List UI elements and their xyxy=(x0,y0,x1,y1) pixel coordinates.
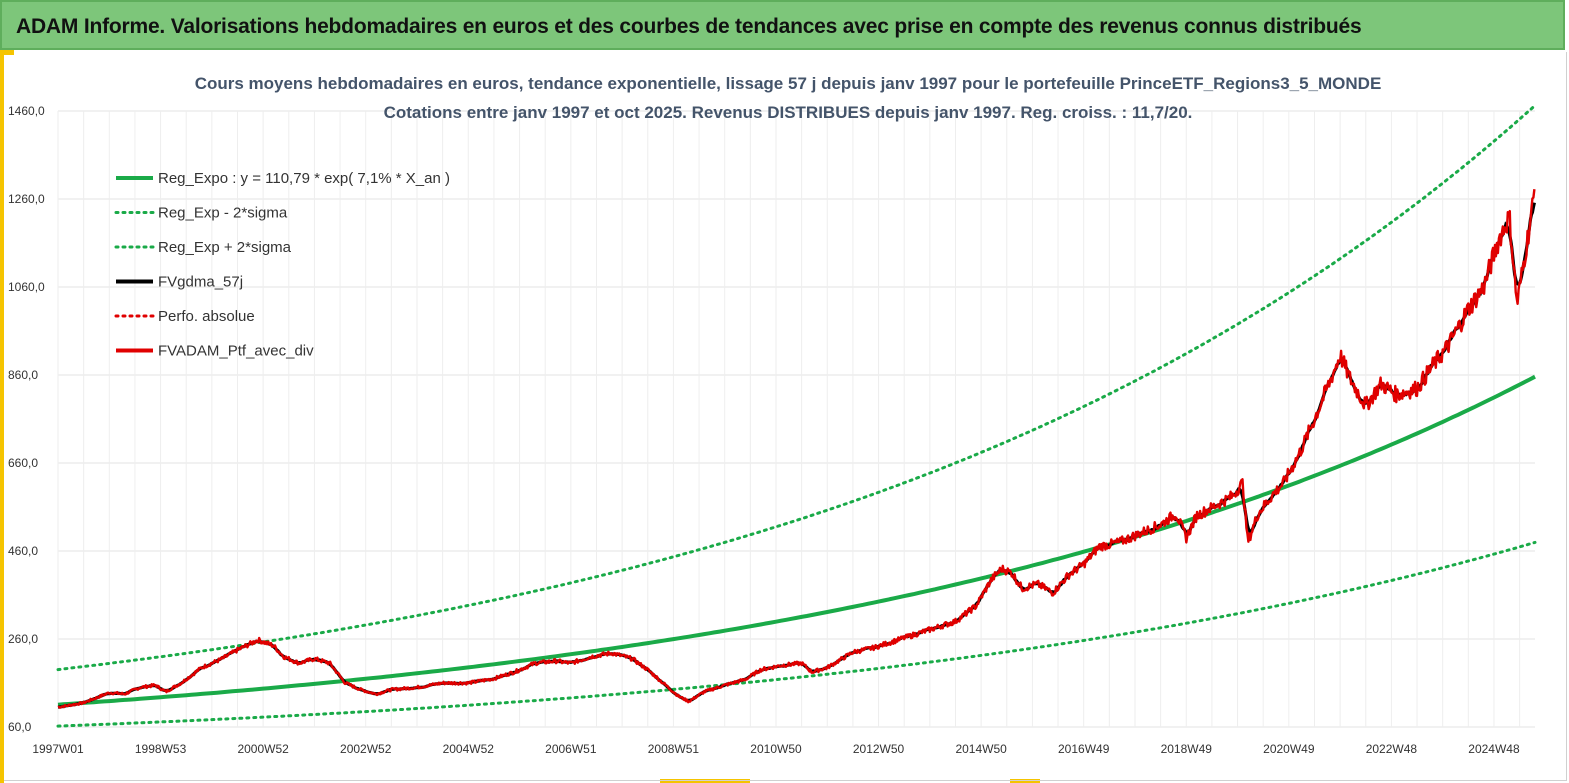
x-tick-label: 1998W53 xyxy=(135,742,187,756)
series-lower-band xyxy=(56,540,1537,728)
series-group xyxy=(56,104,1537,728)
x-tick-label: 2018W49 xyxy=(1161,742,1213,756)
legend-label: Reg_Expo : y = 110,79 * exp( 7,1% * X_an… xyxy=(158,170,450,187)
legend-label: FVADAM_Ptf_avec_div xyxy=(158,343,314,360)
chart-subtitle: Cotations entre janv 1997 et oct 2025. R… xyxy=(384,103,1193,122)
legend-label: FVgdma_57j xyxy=(158,274,243,291)
x-tick-label: 2014W50 xyxy=(955,742,1007,756)
y-tick-label: 1260,0 xyxy=(8,192,45,206)
header-bar: ADAM Informe. Valorisations hebdomadaire… xyxy=(0,0,1565,50)
x-tick-label: 2006W51 xyxy=(545,742,597,756)
x-tick-label: 2016W49 xyxy=(1058,742,1110,756)
series-regression xyxy=(57,374,1536,707)
series-smoothed xyxy=(57,202,1536,709)
series-price xyxy=(57,189,1536,709)
accent-bar-left xyxy=(0,50,4,783)
y-tick-label: 60,0 xyxy=(8,720,32,734)
y-axis: 60,0 260,0 460,0 660,0 860,0 1060,0 1260,0 1460… xyxy=(8,104,45,734)
x-tick-label: 2020W49 xyxy=(1263,742,1315,756)
y-tick-label: 660,0 xyxy=(8,456,38,470)
legend-label: Perfo. absolue xyxy=(158,308,255,325)
y-tick-label: 860,0 xyxy=(8,368,38,382)
y-tick-label: 1460,0 xyxy=(8,104,45,118)
x-tick-label: 2022W48 xyxy=(1366,742,1418,756)
x-tick-label: 2024W48 xyxy=(1468,742,1520,756)
x-tick-label: 2008W51 xyxy=(648,742,700,756)
grid xyxy=(57,110,1535,728)
x-tick-label: 2010W50 xyxy=(750,742,802,756)
x-tick-label: 2002W52 xyxy=(340,742,392,756)
legend: Reg_Expo : y = 110,79 * exp( 7,1% * X_an… xyxy=(114,170,450,360)
x-tick-label: 2012W50 xyxy=(853,742,905,756)
chart-title: Cours moyens hebdomadaires en euros, ten… xyxy=(195,74,1382,93)
x-tick-label: 1997W01 xyxy=(32,742,84,756)
y-tick-label: 260,0 xyxy=(8,632,38,646)
header-title: ADAM Informe. Valorisations hebdomadaire… xyxy=(16,15,1362,38)
chart-frame xyxy=(4,52,1567,781)
x-tick-label: 2000W52 xyxy=(237,742,289,756)
x-tick-label: 2004W52 xyxy=(443,742,495,756)
series-upper-band xyxy=(56,104,1537,672)
legend-label: Reg_Exp - 2*sigma xyxy=(158,205,288,222)
accent-bar-bottom-2 xyxy=(1010,779,1040,783)
accent-bar-bottom xyxy=(660,779,750,783)
y-tick-label: 460,0 xyxy=(8,544,38,558)
y-tick-label: 1060,0 xyxy=(8,280,45,294)
accent-bar-top xyxy=(0,50,14,55)
x-axis: 1997W01 1998W53 2000W52 2002W52 2004W52 2006W… xyxy=(32,742,1520,756)
legend-label: Reg_Exp + 2*sigma xyxy=(158,239,292,256)
